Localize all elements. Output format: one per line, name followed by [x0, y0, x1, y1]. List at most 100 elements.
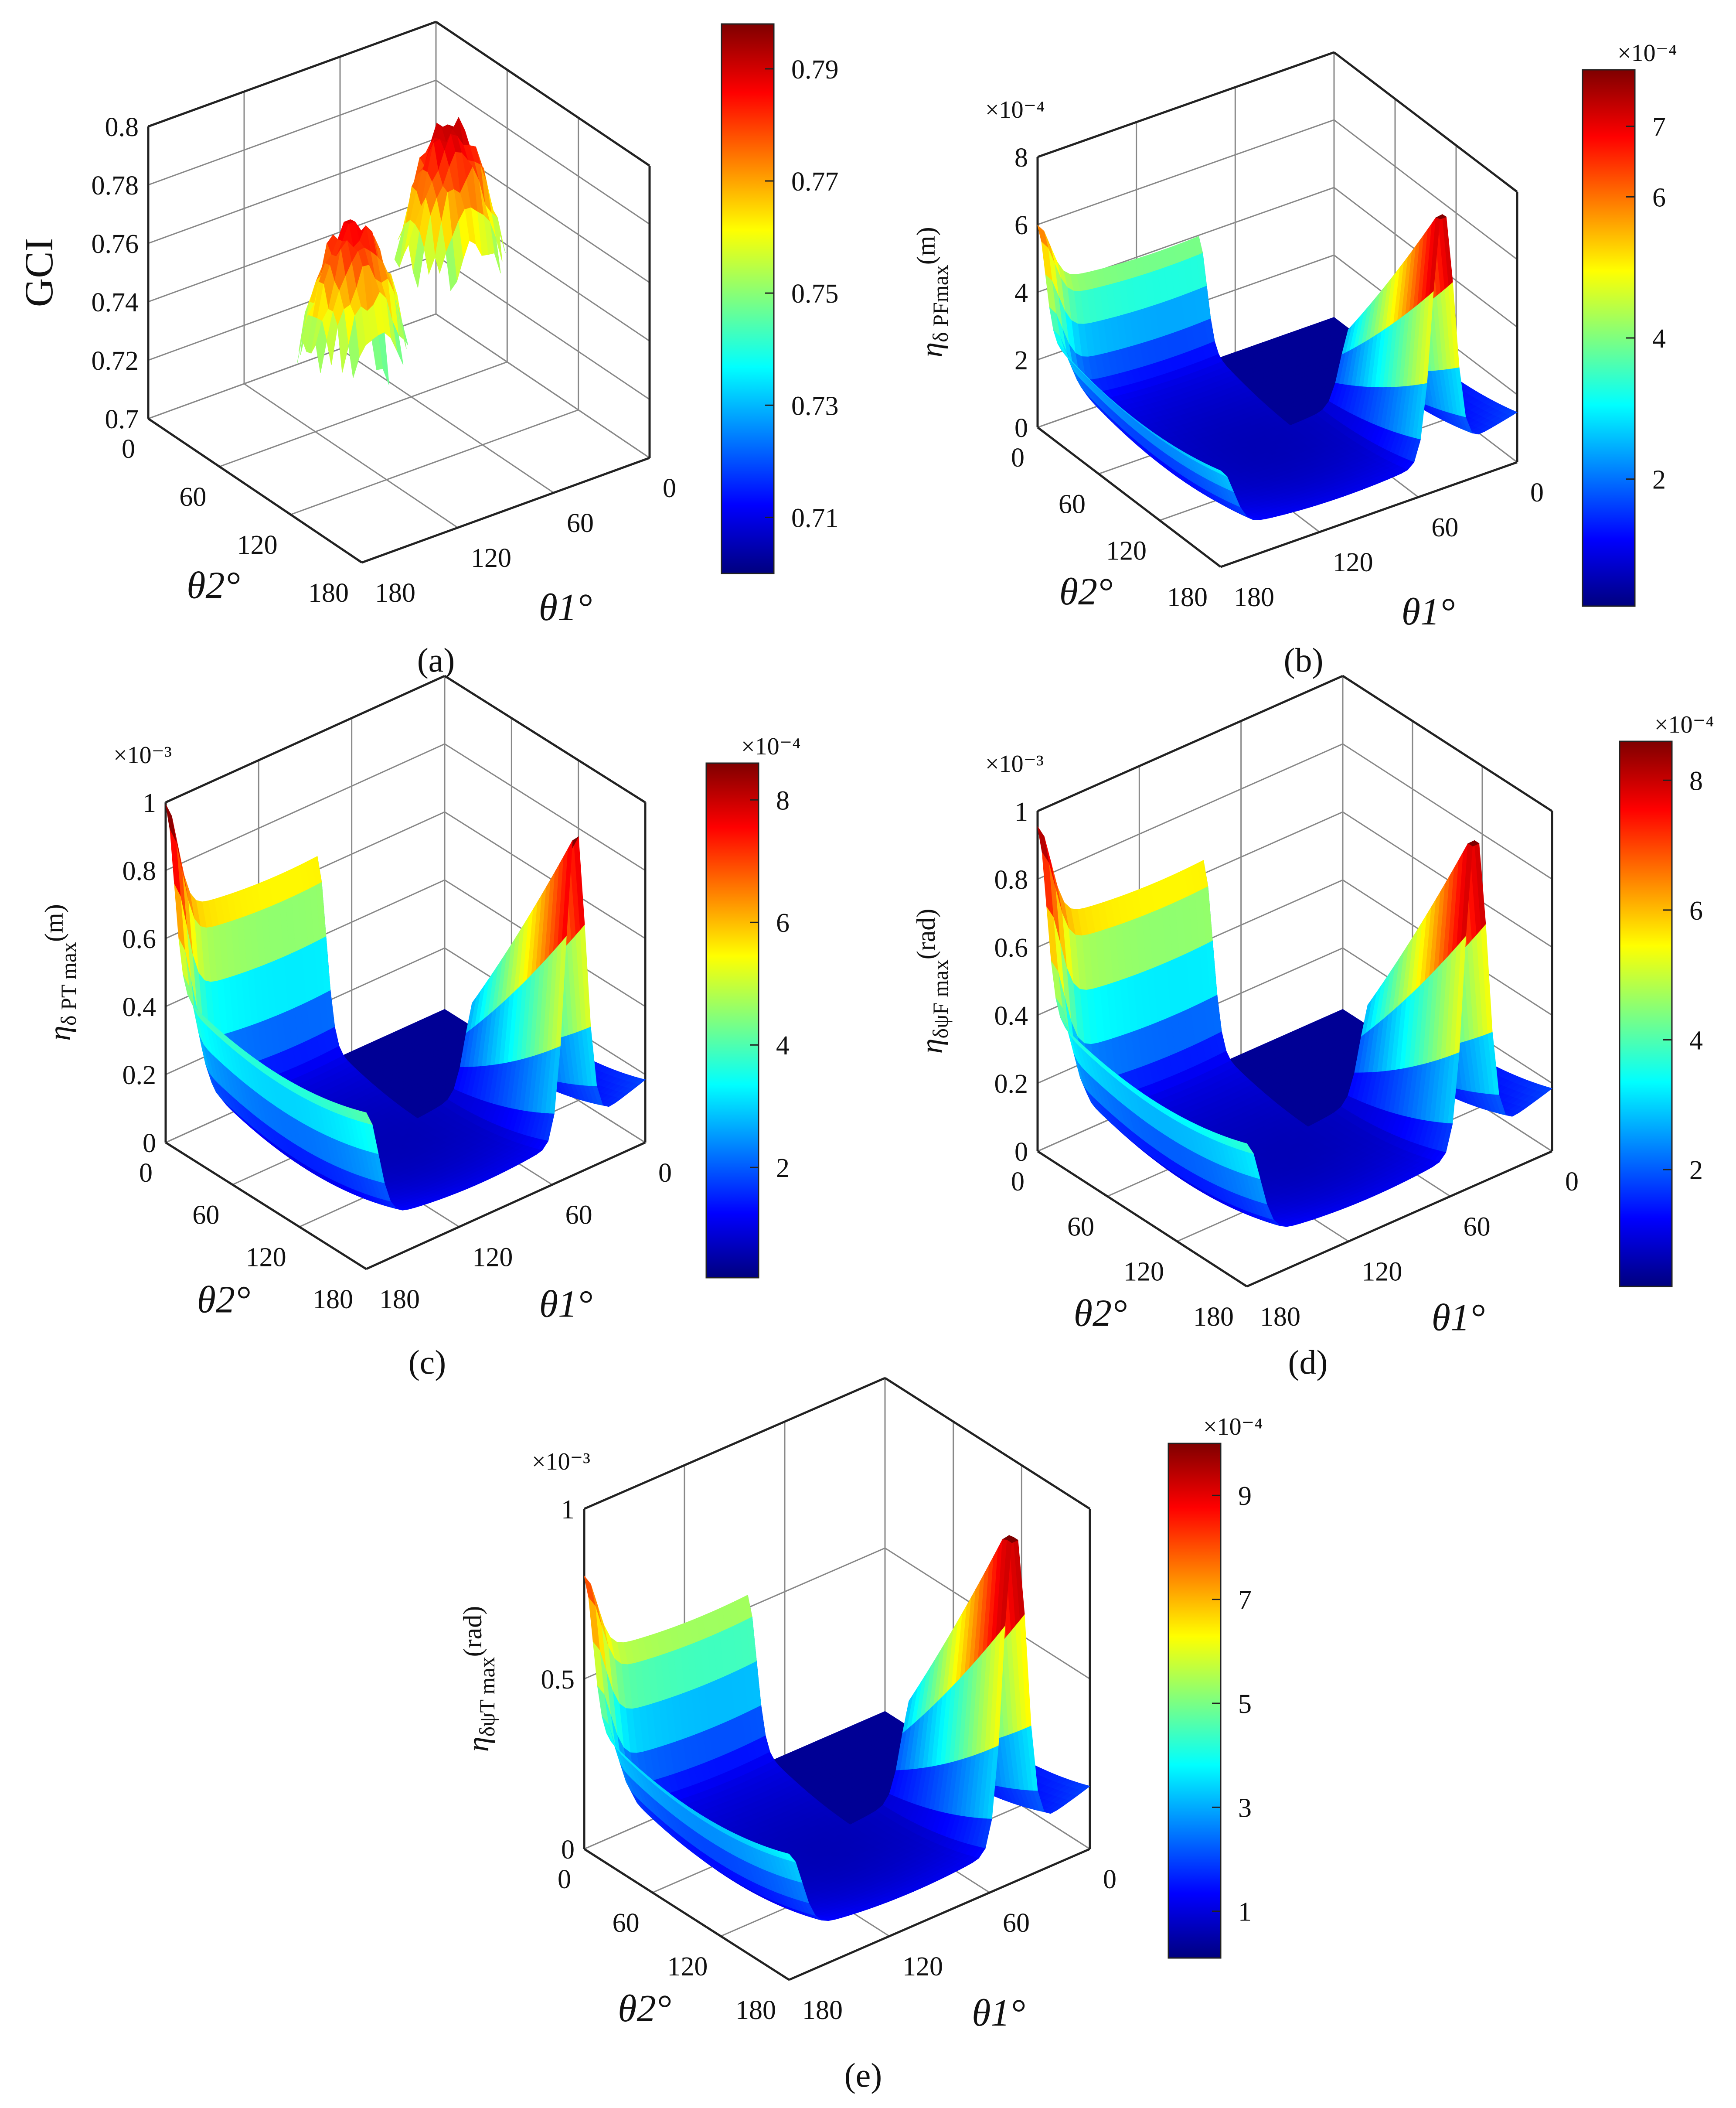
side-wall-gridline — [1343, 744, 1552, 879]
z-multiplier: ×10⁻⁴ — [985, 96, 1045, 123]
top-edge-line — [1334, 52, 1517, 192]
theta2-tick-label: 0 — [139, 1158, 153, 1188]
theta2-axis-label: θ2° — [1059, 571, 1113, 613]
z-label-main: η — [915, 342, 949, 358]
z-axis-label: GCI — [17, 238, 61, 307]
theta1-tick-label: 120 — [471, 543, 511, 573]
top-edge-line — [166, 676, 445, 802]
surface — [297, 117, 506, 385]
colorbar-tick-label: 0.77 — [791, 167, 839, 197]
theta2-tick-label: 0 — [122, 434, 135, 464]
z-label-unit: (m) — [40, 904, 68, 942]
top-edge-line — [1343, 676, 1552, 811]
colorbar-tick-label: 0.73 — [791, 391, 839, 421]
colorbar — [722, 24, 774, 573]
back-wall-gridline — [166, 744, 445, 870]
theta1-tick-label: 120 — [472, 1242, 513, 1272]
panel-caption: (c) — [408, 1343, 446, 1381]
panel-0: 0.70.720.740.760.780.8060120180060120180… — [17, 22, 839, 679]
theta2-tick-label: 180 — [1167, 583, 1208, 612]
theta2-tick-label: 60 — [1059, 490, 1086, 519]
side-wall-gridline — [445, 744, 645, 870]
panel-caption: (b) — [1284, 641, 1324, 679]
surface — [1038, 215, 1517, 520]
z-tick-label: 8 — [1014, 143, 1028, 173]
z-label-main: GCI — [17, 238, 61, 307]
theta2-tick-label: 180 — [308, 578, 349, 608]
theta2-axis-label: θ2° — [197, 1279, 250, 1321]
theta2-tick-label: 60 — [179, 482, 206, 512]
floor-gridline — [340, 349, 554, 493]
colorbar-tick-label: 4 — [1652, 324, 1666, 354]
colorbar-tick-label: 8 — [776, 786, 790, 815]
colorbar-tick-label: 0.71 — [791, 503, 839, 533]
theta2-tick-label: 120 — [1106, 536, 1147, 566]
z-label-main: η — [43, 1026, 77, 1041]
colorbar-tick-label: 0.75 — [791, 279, 839, 309]
z-label-unit: (m) — [912, 227, 940, 265]
theta1-tick-label: 0 — [658, 1158, 672, 1188]
theta1-axis-label: θ1° — [1402, 591, 1455, 633]
surface — [166, 804, 645, 1210]
surface — [1038, 826, 1552, 1227]
z-tick-label: 0.4 — [123, 993, 157, 1022]
theta1-tick-label: 0 — [1530, 478, 1544, 508]
panel-3: 00.20.40.60.81060120180060120180θ2°θ1°ηδ… — [912, 676, 1714, 1381]
theta2-axis-label: θ2° — [187, 565, 240, 607]
theta2-tick-label: 120 — [237, 530, 278, 560]
colorbar-tick-label: 4 — [776, 1031, 790, 1061]
back-wall-gridline — [1038, 744, 1343, 879]
panel-2: 00.20.40.60.81060120180060120180θ2°θ1°ηδ… — [40, 676, 801, 1381]
colorbar-tick-label: 6 — [1652, 183, 1666, 212]
panel-caption: (a) — [417, 641, 455, 679]
top-edge-line — [148, 22, 436, 126]
z-tick-label: 0.6 — [123, 924, 157, 954]
z-tick-label: 4 — [1014, 278, 1028, 308]
back-wall-gridline — [1038, 120, 1334, 225]
theta1-tick-label: 0 — [663, 474, 676, 503]
z-tick-label: 0.8 — [105, 113, 139, 142]
theta1-tick-label: 120 — [1333, 548, 1373, 577]
back-wall-gridline — [148, 80, 436, 185]
colorbar-multiplier: ×10⁻⁴ — [1617, 40, 1677, 67]
colorbar-tick-label: 0.79 — [791, 55, 839, 85]
colorbar-tick-label: 7 — [1652, 112, 1666, 142]
z-axis-label: ηδ PT max(m) — [40, 904, 81, 1040]
z-tick-label: 0.2 — [123, 1061, 157, 1090]
theta2-tick-label: 120 — [246, 1242, 286, 1272]
z-tick-label: 0.8 — [123, 856, 157, 886]
top-edge-line — [445, 676, 645, 802]
theta1-tick-label: 60 — [565, 1201, 592, 1230]
z-axis-label: ηδ PFmax(m) — [912, 227, 953, 357]
theta1-tick-label: 180 — [379, 1285, 420, 1314]
z-tick-label: 0.78 — [92, 171, 139, 201]
z-tick-label: 0.7 — [105, 405, 139, 434]
z-tick-label: 0.76 — [92, 229, 139, 259]
colorbar-tick-label: 2 — [776, 1153, 790, 1183]
colorbar-tick-label: 2 — [1652, 465, 1666, 495]
colorbar-tick-label: 6 — [776, 908, 790, 938]
colorbar-multiplier: ×10⁻⁴ — [741, 733, 801, 760]
side-wall-gridline — [436, 256, 650, 399]
floor-gridline — [436, 314, 650, 458]
z-tick-label: 6 — [1014, 211, 1028, 240]
z-multiplier: ×10⁻³ — [113, 742, 172, 769]
theta1-tick-label: 180 — [375, 578, 415, 608]
colorbar — [706, 763, 759, 1278]
theta1-tick-label: 60 — [1431, 513, 1458, 542]
theta1-axis-label: θ1° — [539, 1283, 592, 1326]
theta1-axis-label: θ1° — [539, 587, 592, 629]
z-tick-label: 0 — [143, 1129, 156, 1158]
top-edge-line — [1038, 52, 1334, 157]
z-label-sub: δ PFmax — [928, 265, 953, 342]
z-tick-label: 2 — [1014, 346, 1028, 375]
z-tick-label: 0.74 — [92, 288, 139, 317]
panel-1: 0 2 4 6 8 0 60 120 180 0 60 120 180 θ2° θ1° ηδ PFmax(m)… — [912, 40, 1677, 679]
z-tick-label: 0 — [1014, 413, 1028, 443]
theta2-tick-label: 180 — [313, 1285, 353, 1314]
theta2-tick-label: 0 — [1011, 443, 1025, 473]
theta2-tick-label: 60 — [192, 1201, 219, 1230]
theta1-tick-label: 180 — [1234, 583, 1274, 612]
